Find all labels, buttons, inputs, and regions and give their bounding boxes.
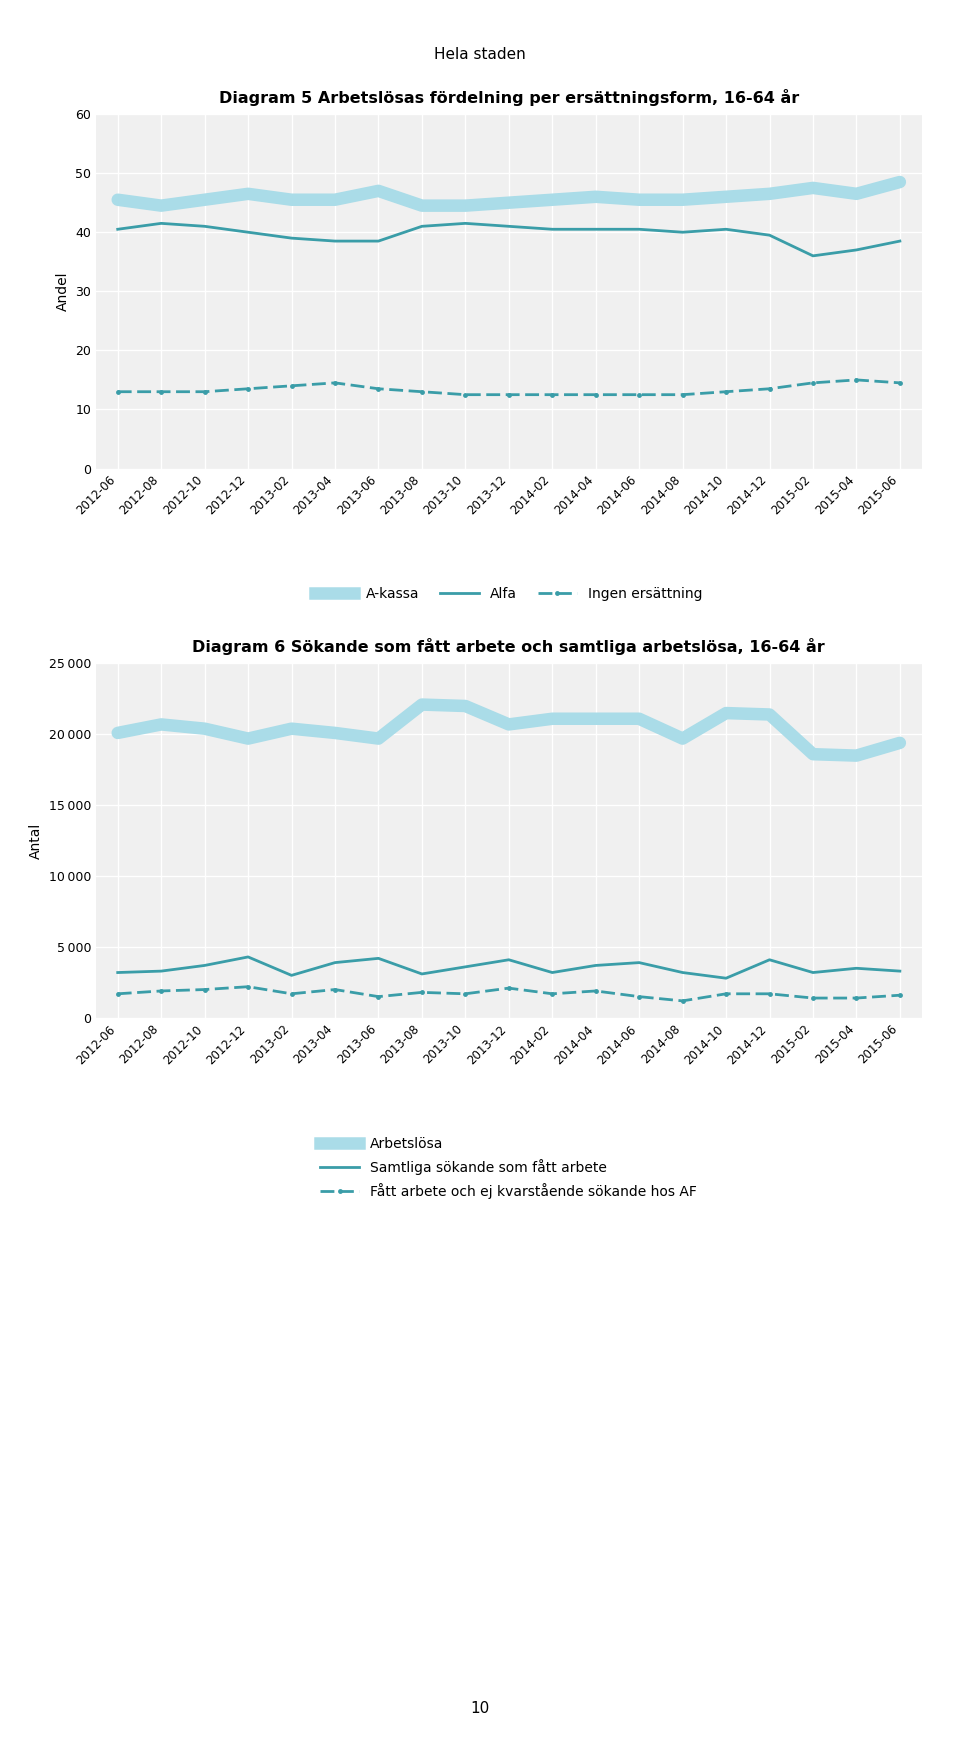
Text: 10: 10 — [470, 1701, 490, 1716]
Y-axis label: Antal: Antal — [29, 823, 43, 858]
Legend: Arbetslösa, Samtliga sökande som fått arbete, Fått arbete och ej kvarstående sök: Arbetslösa, Samtliga sökande som fått ar… — [315, 1132, 703, 1206]
Y-axis label: Andel: Andel — [56, 272, 69, 311]
Title: Diagram 5 Arbetslösas fördelning per ersättningsform, 16-64 år: Diagram 5 Arbetslösas fördelning per ers… — [219, 90, 799, 105]
Title: Diagram 6 Sökande som fått arbete och samtliga arbetslösa, 16-64 år: Diagram 6 Sökande som fått arbete och sa… — [192, 639, 826, 655]
Legend: A-kassa, Alfa, Ingen ersättning: A-kassa, Alfa, Ingen ersättning — [310, 583, 708, 607]
Text: Hela staden: Hela staden — [434, 47, 526, 63]
